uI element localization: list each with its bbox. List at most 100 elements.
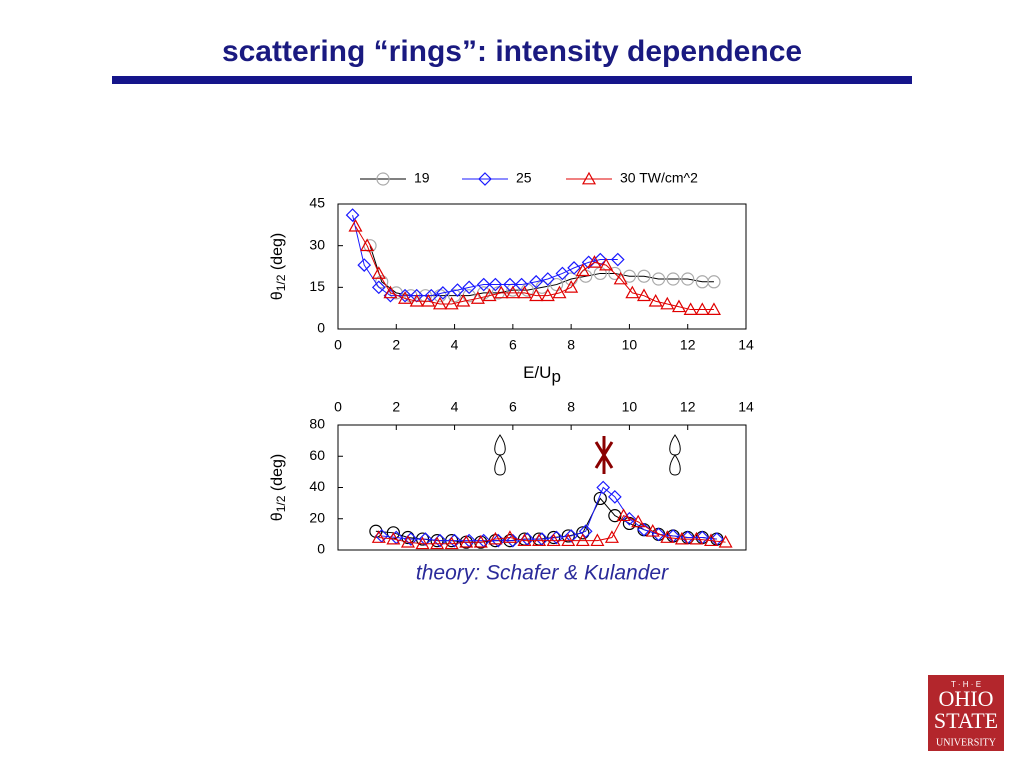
y-axis-label-part: 1/2 xyxy=(274,274,288,291)
marker xyxy=(488,531,503,545)
slide-title: scattering “rings”: intensity dependence xyxy=(222,35,802,68)
marker xyxy=(444,296,459,310)
x-tick-label: 4 xyxy=(451,337,459,353)
legend-label: 30 TW/cm^2 xyxy=(620,170,698,186)
marker xyxy=(398,288,412,303)
marker xyxy=(488,277,503,292)
marker xyxy=(576,526,590,540)
marker xyxy=(552,285,567,299)
marker xyxy=(671,299,686,313)
y-tick-label: 60 xyxy=(309,447,325,463)
x-tick-label: 4 xyxy=(451,399,459,415)
plot-frame xyxy=(337,203,747,330)
marker xyxy=(432,296,448,310)
marker xyxy=(718,534,733,548)
marker xyxy=(561,529,575,543)
marker xyxy=(590,533,605,547)
marker xyxy=(473,534,488,548)
marker xyxy=(610,252,625,267)
y-axis-label-part: θ xyxy=(269,291,286,300)
x-axis-label-part: p xyxy=(551,367,560,386)
marker xyxy=(450,283,465,297)
marker xyxy=(660,530,675,543)
x-tick-label: 2 xyxy=(392,399,400,415)
logo: T · H · E OHIO STATE UNIVERSITY xyxy=(928,675,1004,751)
x-tick-label: 2 xyxy=(392,337,400,353)
marker xyxy=(345,208,360,222)
logo-text: OHIO xyxy=(939,686,994,711)
marker xyxy=(599,257,614,271)
marker xyxy=(706,302,721,315)
marker xyxy=(514,277,529,292)
legend-marker xyxy=(376,172,390,186)
x-tick-label: 6 xyxy=(509,337,517,353)
marker xyxy=(637,269,651,283)
y-tick-label: 40 xyxy=(309,478,325,494)
marker xyxy=(564,529,578,543)
lobe-icon xyxy=(669,434,681,476)
x-axis-label: E/Up xyxy=(523,363,561,386)
x-tick-label: 0 xyxy=(334,399,342,415)
marker xyxy=(689,531,704,545)
x-tick-label: 8 xyxy=(567,399,575,415)
x-tick-label: 12 xyxy=(680,337,696,353)
marker xyxy=(660,296,675,310)
x-tick-label: 14 xyxy=(738,337,754,353)
y-axis-label-part: (deg) xyxy=(269,233,286,275)
marker xyxy=(418,532,433,546)
x-tick-label: 12 xyxy=(680,399,696,415)
marker xyxy=(587,255,602,268)
marker xyxy=(470,291,485,304)
marker xyxy=(546,533,561,547)
marker xyxy=(505,285,520,299)
legend-marker xyxy=(581,171,597,185)
marker xyxy=(575,263,590,277)
marker xyxy=(674,531,689,545)
marker xyxy=(459,534,474,548)
marker xyxy=(549,277,564,292)
marker xyxy=(622,269,637,283)
marker xyxy=(593,491,607,506)
marker xyxy=(636,288,652,302)
marker xyxy=(386,531,401,545)
marker xyxy=(502,530,517,543)
marker xyxy=(645,524,660,537)
marker xyxy=(540,272,555,286)
marker xyxy=(517,285,532,299)
marker xyxy=(564,280,579,293)
marker xyxy=(593,252,608,267)
series-line xyxy=(352,214,618,297)
x-tick-label: 10 xyxy=(622,399,638,415)
marker xyxy=(462,280,476,295)
marker xyxy=(357,258,372,272)
x-tick-label: 8 xyxy=(567,337,575,353)
marker xyxy=(494,285,509,299)
y-tick-label: 80 xyxy=(309,416,325,432)
marker xyxy=(575,533,590,547)
logo-text: T · H · E xyxy=(951,680,981,689)
marker xyxy=(383,285,398,299)
y-axis-label-part: 1/2 xyxy=(274,495,288,512)
marker xyxy=(613,271,628,285)
marker xyxy=(482,288,497,302)
caption: theory: Schafer & Kulander xyxy=(416,562,669,585)
series-line xyxy=(378,514,726,545)
marker xyxy=(681,272,695,286)
marker xyxy=(360,238,375,252)
marker xyxy=(625,285,640,299)
marker xyxy=(695,302,710,315)
y-tick-label: 0 xyxy=(317,320,325,336)
logo-text: STATE xyxy=(934,708,998,733)
y-axis-label-part: (deg) xyxy=(269,454,286,496)
marker xyxy=(704,533,719,547)
marker xyxy=(604,530,619,543)
marker xyxy=(651,272,666,286)
marker xyxy=(683,302,698,315)
marker xyxy=(578,524,593,539)
x-tick-label: 14 xyxy=(738,399,754,415)
marker xyxy=(421,293,436,307)
marker xyxy=(529,288,544,302)
y-axis-label: θ1/2 (deg) xyxy=(269,454,288,521)
marker xyxy=(456,293,471,307)
